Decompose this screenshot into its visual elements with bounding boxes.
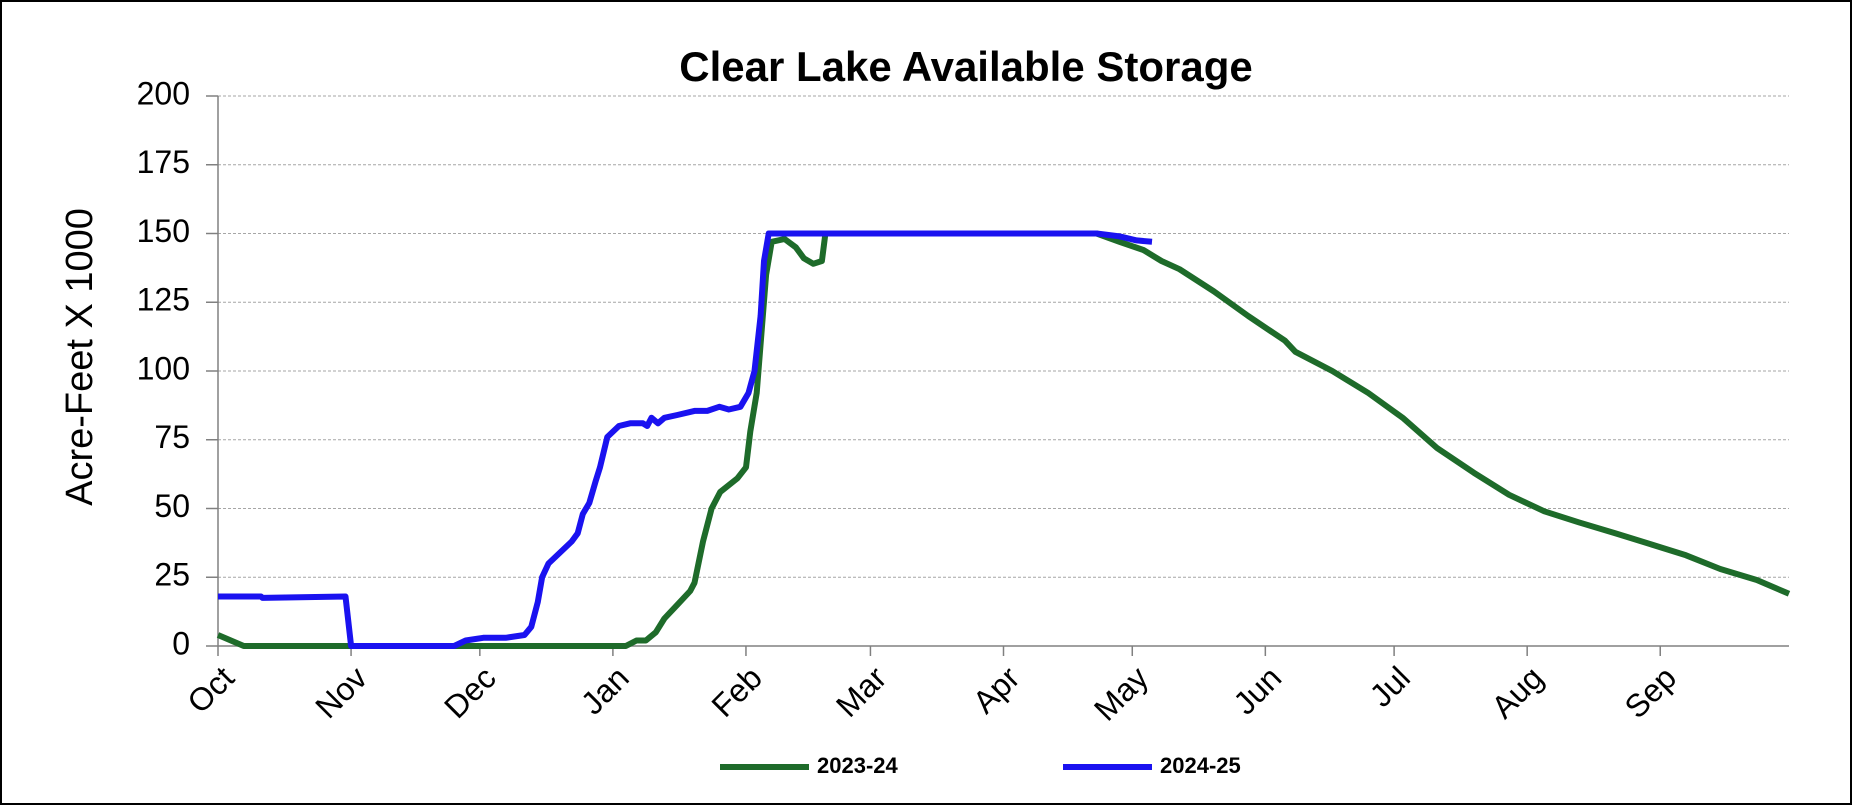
y-tick-label: 125 — [137, 282, 190, 318]
legend-label: 2024-25 — [1160, 753, 1241, 778]
legend-label: 2023-24 — [817, 753, 899, 778]
y-axis-label: Acre-Feet X 1000 — [59, 208, 101, 506]
y-tick-label: 75 — [154, 419, 190, 455]
y-tick-label: 175 — [137, 144, 190, 180]
y-tick-label: 100 — [137, 350, 190, 386]
series-line — [218, 230, 1153, 649]
y-tick-label: 0 — [172, 625, 190, 661]
chart-title: Clear Lake Available Storage — [679, 43, 1252, 90]
y-tick-label: 150 — [137, 213, 190, 249]
y-tick-label: 50 — [154, 488, 190, 524]
y-tick-label: 25 — [154, 557, 190, 593]
y-tick-label: 200 — [137, 75, 190, 111]
